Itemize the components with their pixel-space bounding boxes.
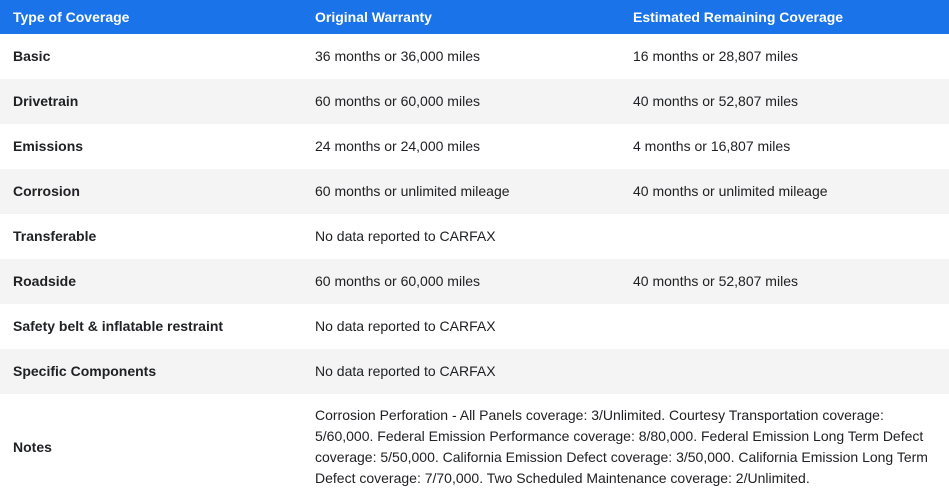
remaining-coverage-value: 16 months or 28,807 miles <box>633 48 798 64</box>
coverage-type: Transferable <box>13 228 97 244</box>
coverage-type: Roadside <box>13 273 77 289</box>
coverage-type: Safety belt & inflatable restraint <box>13 318 224 334</box>
notes-label: Notes <box>13 438 52 455</box>
notes-row: Notes Corrosion Perforation - All Panels… <box>0 394 949 500</box>
original-warranty-value: 36 months or 36,000 miles <box>315 48 480 64</box>
coverage-type: Corrosion <box>13 183 80 199</box>
table-row: Transferable No data reported to CARFAX <box>0 214 949 259</box>
coverage-type: Specific Components <box>13 363 157 379</box>
coverage-type: Basic <box>13 48 51 64</box>
original-warranty-value: No data reported to CARFAX <box>315 363 496 379</box>
remaining-coverage-value: 4 months or 16,807 miles <box>633 138 791 154</box>
table-row: Roadside 60 months or 60,000 miles 40 mo… <box>0 259 949 304</box>
original-warranty-value: 60 months or unlimited mileage <box>315 183 510 199</box>
table-header-row: Type of Coverage Original Warranty Estim… <box>0 0 949 34</box>
original-warranty-value: 60 months or 60,000 miles <box>315 93 480 109</box>
remaining-coverage-value: 40 months or 52,807 miles <box>633 93 798 109</box>
table-row: Safety belt & inflatable restraint No da… <box>0 304 949 349</box>
coverage-type: Drivetrain <box>13 93 79 109</box>
original-warranty-value: No data reported to CARFAX <box>315 318 496 334</box>
notes-text: Corrosion Perforation - All Panels cover… <box>315 407 928 486</box>
table-row: Basic 36 months or 36,000 miles 16 month… <box>0 34 949 79</box>
original-warranty-value: 24 months or 24,000 miles <box>315 138 480 154</box>
header-type-of-coverage: Type of Coverage <box>13 8 130 25</box>
coverage-type: Emissions <box>13 138 84 154</box>
original-warranty-value: 60 months or 60,000 miles <box>315 273 480 289</box>
table-row: Corrosion 60 months or unlimited mileage… <box>0 169 949 214</box>
table-row: Specific Components No data reported to … <box>0 349 949 394</box>
table-row: Emissions 24 months or 24,000 miles 4 mo… <box>0 124 949 169</box>
remaining-coverage-value: 40 months or 52,807 miles <box>633 273 798 289</box>
original-warranty-value: No data reported to CARFAX <box>315 228 496 244</box>
header-original-warranty: Original Warranty <box>315 8 432 25</box>
header-estimated-remaining-coverage: Estimated Remaining Coverage <box>633 8 844 25</box>
remaining-coverage-value: 40 months or unlimited mileage <box>633 183 828 199</box>
table-row: Drivetrain 60 months or 60,000 miles 40 … <box>0 79 949 124</box>
